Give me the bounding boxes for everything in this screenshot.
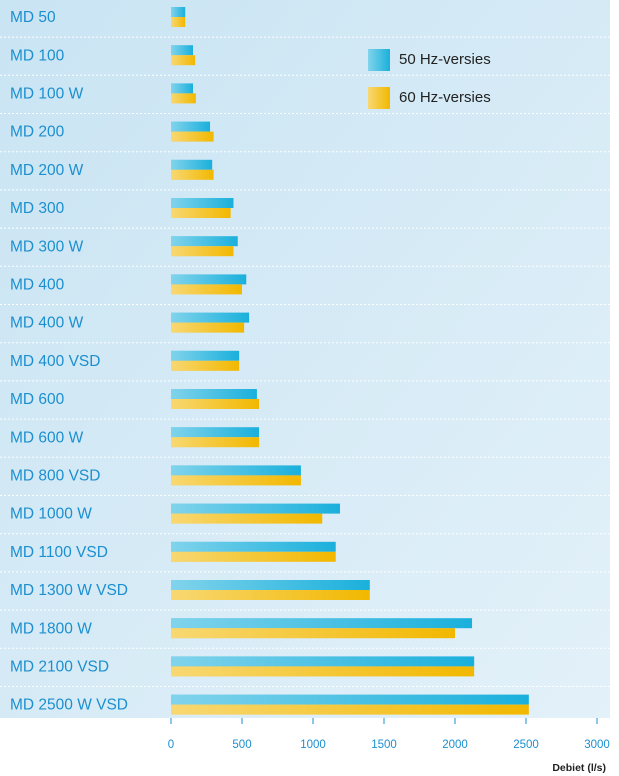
category-label: MD 600 W [10,429,84,446]
category-label: MD 400 VSD [10,353,100,370]
category-label: MD 1800 W [10,620,92,637]
bar-shine [171,159,213,170]
category-label: MD 300 [10,200,65,217]
bar-shine [171,437,260,448]
category-label: MD 2100 VSD [10,658,109,675]
category-label: MD 400 W [10,315,84,332]
bar-shine [171,628,455,639]
legend-label: 60 Hz-versies [399,89,491,106]
bar-shine [171,83,194,94]
bar-shine [171,246,234,257]
category-label: MD 1000 W [10,506,92,523]
bar-shine [171,580,370,590]
category-label: MD 1300 W VSD [10,582,128,599]
category-label: MD 400 [10,276,65,293]
category-label: MD 2500 W VSD [10,697,128,714]
legend-label: 50 Hz-versies [399,51,491,68]
bar-shine [171,503,340,514]
bar-shine [171,541,336,552]
bar-shine [171,121,211,132]
category-label: MD 300 W [10,238,84,255]
bar-shine [171,475,301,486]
bar-shine [171,93,196,104]
x-tick-label: 2500 [513,739,539,751]
bar-shine [171,131,214,142]
x-axis-label: Debiet (l/s) [552,762,606,774]
category-label: MD 1100 VSD [10,544,108,561]
category-label: MD 100 [10,47,65,64]
x-tick-label: 3000 [584,739,610,751]
category-label: MD 100 W [10,85,84,102]
category-label: MD 600 [10,391,65,408]
bar-shine [171,55,196,66]
bar-shine [171,666,475,677]
x-tick-label: 500 [232,739,251,751]
bar-shine [171,312,250,323]
bar-shine [171,618,473,629]
bar-shine [171,465,301,476]
bar-shine [171,198,234,208]
bar-shine [171,17,186,27]
category-label: MD 200 W [10,162,84,179]
bar-shine [171,694,529,705]
legend-swatch-shine [368,87,390,109]
bar-shine [171,284,242,295]
x-tick-label: 2000 [442,739,468,751]
bar-shine [171,399,260,409]
category-label: MD 50 [10,9,56,26]
bar-shine [171,389,257,399]
bar-shine [171,7,186,17]
category-label: MD 800 VSD [10,467,100,484]
bar-shine [171,360,240,371]
bar-shine [171,45,194,56]
bar-shine [171,513,323,524]
bar-shine [171,551,336,562]
x-tick-label: 1500 [371,739,397,751]
x-tick-label: 0 [168,739,174,751]
legend-swatch-shine [368,49,390,71]
bar-shine [171,208,231,218]
category-label: MD 200 [10,124,65,141]
bar-shine [171,427,260,438]
bar-shine [171,236,238,247]
x-tick-label: 1000 [300,739,326,751]
bar-shine [171,322,245,333]
bar-shine [171,350,240,361]
bar-shine [171,656,475,667]
bar-shine [171,274,247,285]
bar-shine [171,590,370,600]
bar-shine [171,169,214,180]
bar-shine [171,704,529,715]
